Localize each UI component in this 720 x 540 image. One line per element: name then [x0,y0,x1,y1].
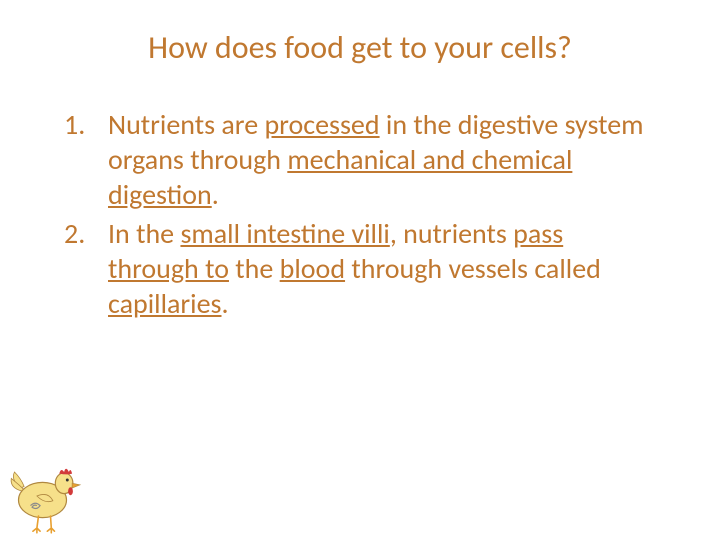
chicken-illustration-icon [4,456,89,536]
list-body: Nutrients are processed in the digestive… [108,107,650,212]
numbered-list: 1.Nutrients are processed in the digesti… [0,107,720,321]
list-body: In the small intestine villi, nutrients … [108,216,650,321]
slide-title: How does food get to your cells? [0,0,720,107]
text: . [222,286,229,321]
underlined-text: processed [264,107,379,142]
text: , nutrients [390,216,513,251]
text: . [212,177,219,212]
list-item: 1.Nutrients are processed in the digesti… [60,107,650,212]
text: Nutrients are [108,107,264,142]
underlined-text: capillaries [108,286,222,321]
underlined-text: small intestine villi [180,216,389,251]
list-number: 1. [60,107,108,212]
underlined-text: blood [280,251,345,286]
list-item: 2.In the small intestine villi, nutrient… [60,216,650,321]
list-number: 2. [60,216,108,321]
text: In the [108,216,180,251]
text: through vessels called [345,251,601,286]
text: the [229,251,280,286]
